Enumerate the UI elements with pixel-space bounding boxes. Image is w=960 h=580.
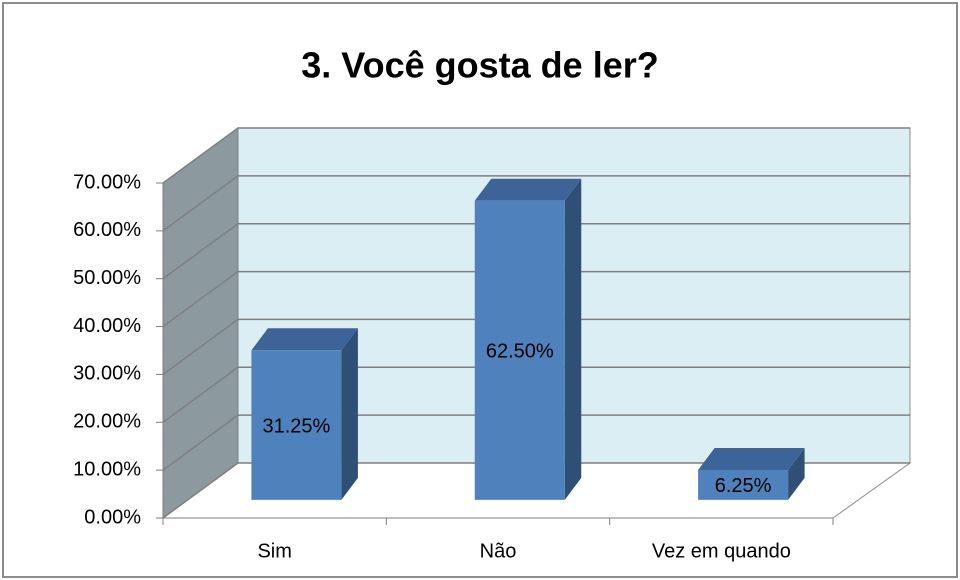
bar-side xyxy=(788,447,805,500)
bar xyxy=(251,350,342,500)
grid-line xyxy=(162,222,910,280)
bar xyxy=(698,469,789,500)
y-tick-label: 10.00% xyxy=(73,458,141,480)
y-tick-label: 30.00% xyxy=(73,363,141,385)
chart-title: 3. Você gosta de ler? xyxy=(301,45,658,86)
grid-line xyxy=(162,462,910,519)
data-label: 62.50% xyxy=(486,341,554,363)
bar xyxy=(474,200,565,500)
grid-line xyxy=(162,414,910,471)
bar-side xyxy=(341,328,358,500)
data-label: 31.25% xyxy=(262,415,330,437)
y-tick-label: 50.00% xyxy=(73,267,141,289)
y-tick-label: 40.00% xyxy=(73,315,141,337)
y-tick-label: 20.00% xyxy=(73,411,141,433)
bar-top xyxy=(474,178,582,201)
grid-line xyxy=(162,270,910,328)
grid-line xyxy=(162,318,910,376)
x-tick-label: Não xyxy=(480,540,517,562)
x-tick-label: Sim xyxy=(257,540,291,562)
y-tick-label: 0.00% xyxy=(84,506,141,528)
bar-side xyxy=(564,178,582,500)
bar-top xyxy=(698,447,805,470)
y-tick-label: 70.00% xyxy=(73,171,141,193)
data-label: 6.25% xyxy=(715,475,772,497)
bar-top xyxy=(251,328,358,351)
grid-line xyxy=(162,366,910,423)
side-wall xyxy=(162,127,239,519)
x-tick-label: Vez em quando xyxy=(652,540,791,562)
grid-line xyxy=(162,127,910,184)
grid-line xyxy=(162,175,910,232)
y-tick-label: 60.00% xyxy=(73,219,141,241)
